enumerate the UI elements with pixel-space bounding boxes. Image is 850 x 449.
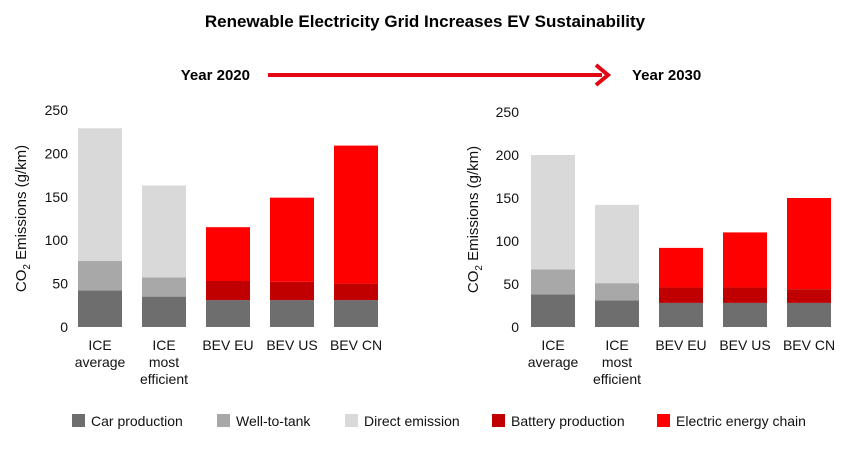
y-tick-label: 0 xyxy=(511,319,519,335)
legend-label: Battery production xyxy=(511,413,625,429)
bar-segment xyxy=(659,302,703,327)
bar-segment xyxy=(595,283,639,301)
category-label: ICE most efficient xyxy=(593,337,641,387)
bar-segment xyxy=(787,198,831,290)
y-tick-label: 200 xyxy=(45,145,69,161)
y-tick-label: 50 xyxy=(503,276,519,292)
bar-segment xyxy=(531,269,575,295)
bar-segment xyxy=(142,277,186,297)
bar-segment xyxy=(206,227,250,281)
y-tick-label: 250 xyxy=(45,102,69,118)
bar-segment xyxy=(659,247,703,288)
y-tick-label: 100 xyxy=(45,232,69,248)
bar-segment xyxy=(787,302,831,327)
y-tick-label: 150 xyxy=(496,190,520,206)
year-to-label: Year 2030 xyxy=(632,67,701,84)
legend-swatch xyxy=(217,414,230,427)
y-tick-label: 150 xyxy=(45,189,69,205)
bar-segment xyxy=(787,289,831,303)
bar-segment xyxy=(659,287,703,303)
bar-segment xyxy=(78,290,122,327)
bar-segment xyxy=(334,145,378,284)
legend-swatch xyxy=(492,414,505,427)
category-label: ICE average xyxy=(528,337,579,370)
bar-segment xyxy=(334,283,378,301)
timeline-arrow-head xyxy=(594,63,612,87)
bar-segment xyxy=(723,302,767,327)
category-label: ICE most efficient xyxy=(140,337,188,387)
category-label: BEV CN xyxy=(783,337,835,353)
y-tick-label: 100 xyxy=(496,233,520,249)
bar-segment xyxy=(78,261,122,291)
bar-segment xyxy=(270,281,314,301)
y-axis-label: CO2 Emissions (g/km) xyxy=(465,146,485,293)
bar-segment xyxy=(334,300,378,327)
category-label: ICE average xyxy=(75,337,126,370)
bar-segment xyxy=(142,296,186,327)
timeline-arrow xyxy=(268,63,612,87)
legend-label: Car production xyxy=(91,413,183,429)
chart-panel-1: 0 50 100 150 200 250 CO2 Emissions (g/km) ICE av… xyxy=(13,102,382,387)
legend-label: Direct emission xyxy=(364,413,460,429)
legend: Car production Well-to-tank Direct emissio… xyxy=(72,413,806,429)
bar-segment xyxy=(270,300,314,327)
chart-title: Renewable Electricity Grid Increases EV … xyxy=(205,12,646,31)
y-axis-label: CO2 Emissions (g/km) xyxy=(13,145,33,292)
legend-label: Well-to-tank xyxy=(236,413,311,429)
year-from-label: Year 2020 xyxy=(181,67,250,84)
bar-segment xyxy=(270,197,314,282)
legend-swatch xyxy=(72,414,85,427)
bar-segment xyxy=(723,287,767,303)
y-tick-label: 200 xyxy=(496,147,520,163)
bar-segment xyxy=(595,204,639,284)
bar-segment xyxy=(531,294,575,327)
bar-segment xyxy=(531,155,575,270)
bar-segment xyxy=(142,185,186,278)
category-label: BEV EU xyxy=(202,337,253,353)
y-tick-label: 0 xyxy=(60,319,68,335)
bar-segment xyxy=(723,232,767,288)
y-tick-label: 50 xyxy=(52,276,68,292)
legend-swatch xyxy=(345,414,358,427)
category-label: BEV US xyxy=(719,337,770,353)
bar-segment xyxy=(595,300,639,327)
category-label: BEV EU xyxy=(655,337,706,353)
bar-segment xyxy=(206,280,250,301)
category-label: BEV US xyxy=(266,337,317,353)
bar-segment xyxy=(78,128,122,262)
legend-swatch xyxy=(657,414,670,427)
chart-panel-2: 0 50 100 150 200 250 CO2 Emissions (g/km) ICE av… xyxy=(465,104,835,387)
y-tick-label: 250 xyxy=(496,104,520,120)
bar-segment xyxy=(206,300,250,327)
legend-label: Electric energy chain xyxy=(676,413,806,429)
category-label: BEV CN xyxy=(330,337,382,353)
